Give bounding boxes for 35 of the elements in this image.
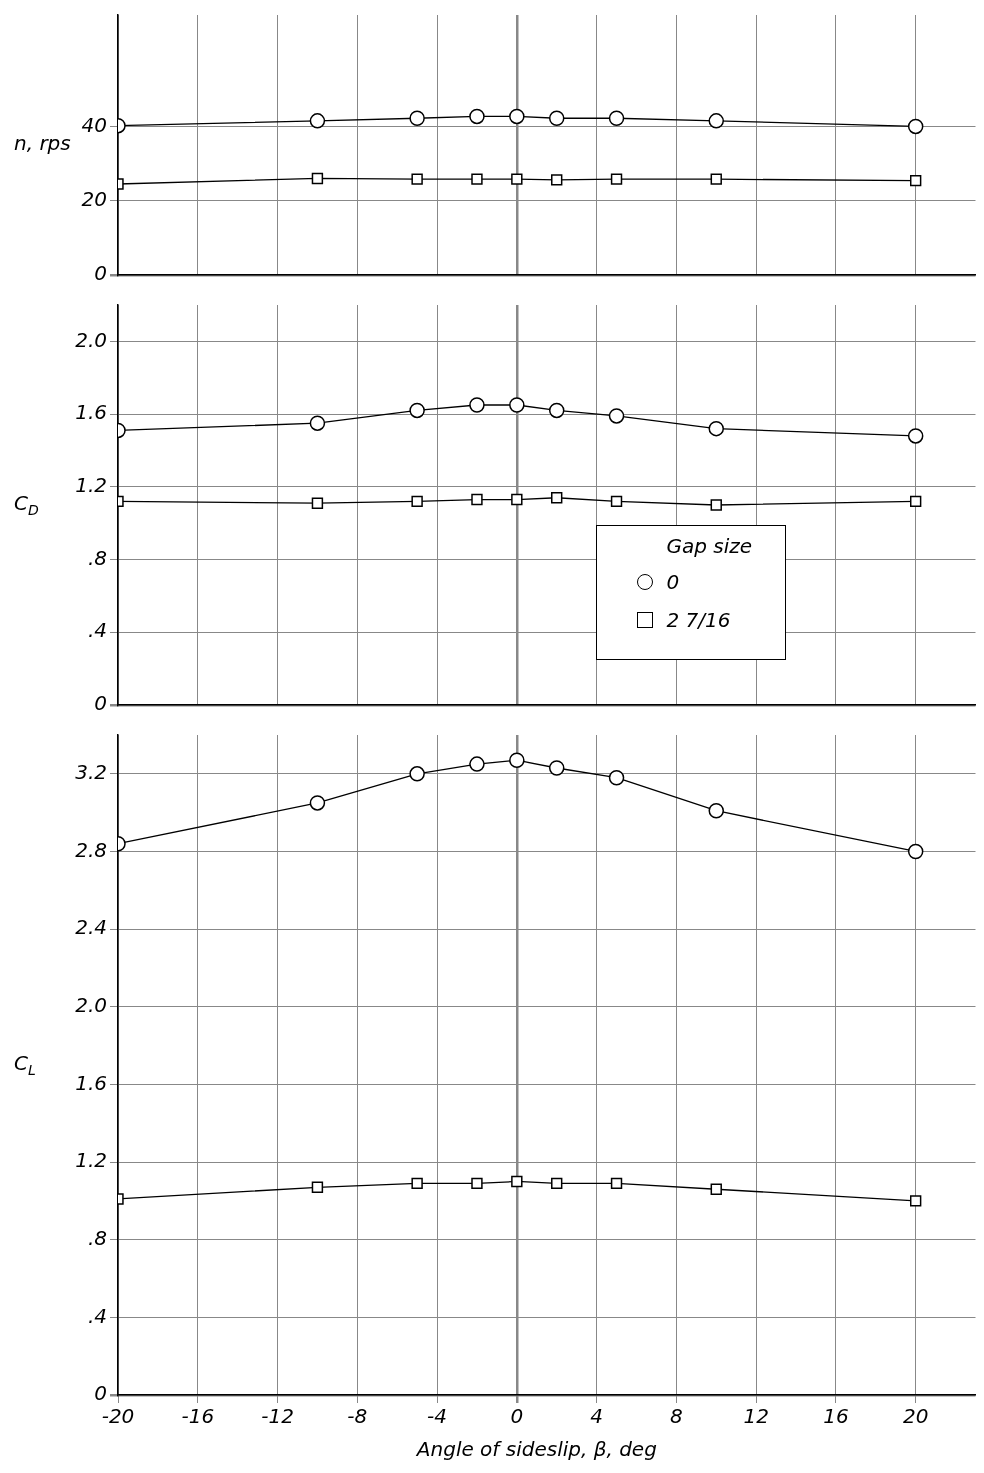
x-axis-title: Angle of sideslip, β, deg	[414, 1437, 657, 1462]
y-tick-label: 1.6	[75, 400, 107, 425]
y-tick-label: 1.2	[75, 1148, 107, 1173]
x-tick-label: 8	[670, 1404, 683, 1429]
legend-title: Gap size	[666, 534, 753, 558]
y-tick-label: .8	[87, 545, 107, 570]
y-tick-label: .8	[87, 1225, 107, 1250]
y-tick-label: 0	[94, 1381, 107, 1406]
x-tick-label: 12	[743, 1404, 769, 1429]
x-tick-label: -16	[181, 1404, 215, 1429]
x-tick-label: 4	[590, 1404, 603, 1429]
y-tick-label: 2.0	[75, 992, 107, 1017]
y-tick-label: 0	[94, 691, 107, 716]
x-tick-label: 0	[510, 1404, 524, 1429]
x-tick-label: -12	[261, 1404, 294, 1429]
x-tick-label: 20	[902, 1404, 929, 1429]
y-tick-label: 40	[81, 112, 107, 137]
legend: Gap size 0 2 7/16	[595, 525, 786, 660]
x-tick-label: -8	[347, 1404, 368, 1429]
legend-label: 0	[666, 570, 680, 594]
y-tick-label: 2.0	[75, 327, 107, 352]
y-tick-label: 0	[94, 261, 107, 286]
y-tick-label: 2.8	[75, 837, 107, 862]
x-tick-label: -20	[101, 1404, 135, 1429]
y-axis-title: n, rps	[14, 131, 71, 156]
y-tick-label: 3.2	[75, 760, 107, 785]
y-tick-label: .4	[87, 618, 107, 643]
y-tick-label: 2.4	[75, 915, 107, 940]
y-tick-label: .4	[87, 1303, 107, 1328]
x-tick-label: -4	[427, 1404, 448, 1429]
y-tick-label: 1.2	[75, 473, 107, 498]
y-tick-label: 1.6	[75, 1070, 107, 1095]
y-tick-label: 20	[81, 186, 107, 211]
legend-label: 2 7/16	[666, 608, 731, 632]
x-tick-label: 16	[823, 1404, 849, 1429]
